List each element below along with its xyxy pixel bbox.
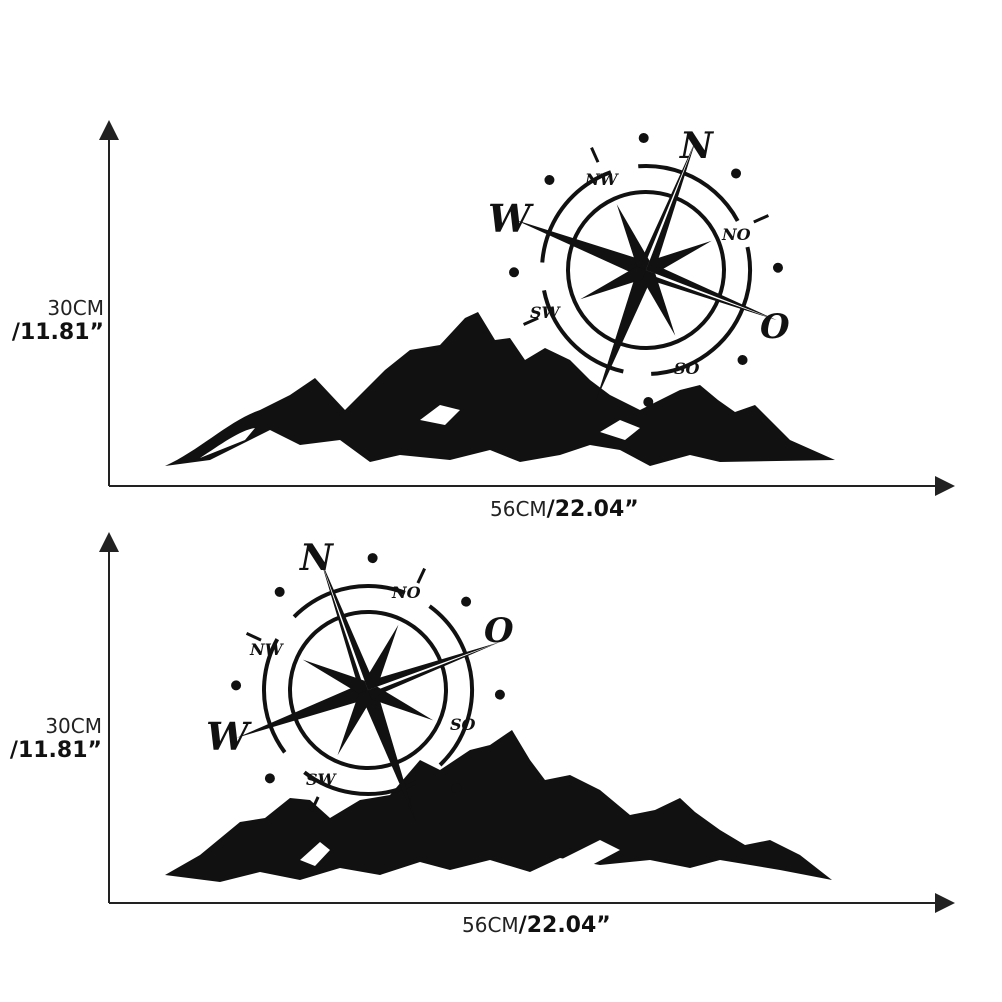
compass-label-w: W xyxy=(206,714,252,759)
compass-label-w: W xyxy=(488,196,534,241)
compass-label-sw: SW xyxy=(306,770,338,789)
width-label: 56CM/22.04” xyxy=(462,913,611,938)
height-label: 30CM /11.81” xyxy=(10,714,102,763)
compass-label-n: N xyxy=(679,125,715,167)
compass-label-no: NO xyxy=(391,583,421,602)
width-cm: 56CM xyxy=(462,913,519,937)
compass-label-nw: NW xyxy=(249,640,285,659)
height-cm: 30CM xyxy=(45,714,102,738)
mountain-silhouette xyxy=(165,312,835,466)
height-cm: 30CM xyxy=(47,296,104,320)
compass-label-sw: SW xyxy=(530,303,562,322)
width-cm: 56CM xyxy=(490,497,547,521)
width-label: 56CM/22.04” xyxy=(490,497,639,522)
compass-label-o: O xyxy=(760,307,790,347)
mountain-silhouette xyxy=(165,730,832,882)
height-in: /11.81” xyxy=(9,738,102,763)
compass-label-n: N xyxy=(299,537,335,579)
width-in: /22.04” xyxy=(546,497,639,522)
compass-label-nw: NW xyxy=(584,170,620,189)
compass-label-no: NO xyxy=(721,225,751,244)
height-label: 30CM /11.81” xyxy=(12,296,104,345)
height-in: /11.81” xyxy=(11,320,104,345)
compass-label-so: SO xyxy=(450,715,476,734)
compass-label-so: SO xyxy=(674,359,700,378)
width-in: /22.04” xyxy=(518,913,611,938)
compass-label-o: O xyxy=(484,611,514,651)
